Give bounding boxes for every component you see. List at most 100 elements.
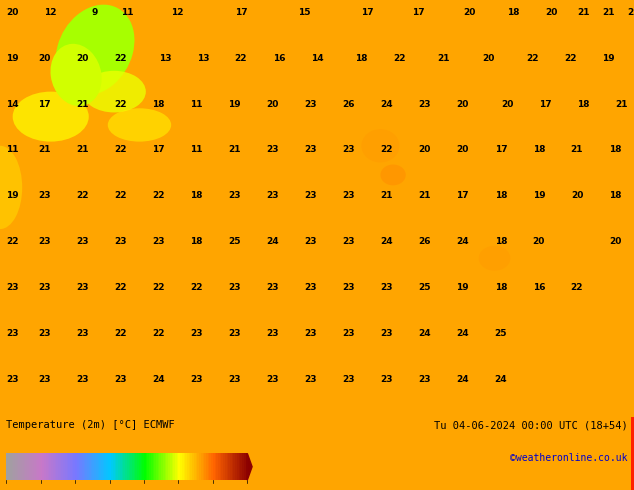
Text: 19: 19 bbox=[602, 54, 615, 63]
Bar bbox=[211, 453, 213, 480]
Text: 23: 23 bbox=[228, 329, 241, 338]
Bar bbox=[166, 453, 168, 480]
Text: 17: 17 bbox=[456, 191, 469, 200]
Text: 18: 18 bbox=[507, 8, 520, 17]
Text: 22: 22 bbox=[235, 54, 247, 63]
Bar bbox=[240, 453, 242, 480]
Text: 13: 13 bbox=[197, 54, 209, 63]
Text: 11: 11 bbox=[6, 146, 19, 154]
Bar bbox=[161, 453, 163, 480]
Text: 22: 22 bbox=[114, 54, 127, 63]
Bar bbox=[156, 453, 158, 480]
Bar bbox=[93, 453, 94, 480]
Bar bbox=[146, 453, 148, 480]
Bar bbox=[30, 453, 32, 480]
Bar bbox=[10, 453, 11, 480]
Text: 22: 22 bbox=[393, 54, 406, 63]
Bar bbox=[631, 416, 634, 490]
Bar bbox=[112, 453, 113, 480]
Bar bbox=[192, 453, 194, 480]
Text: 20: 20 bbox=[456, 99, 469, 109]
Bar bbox=[91, 453, 93, 480]
Bar bbox=[153, 453, 154, 480]
Text: 20: 20 bbox=[266, 99, 279, 109]
Text: 24: 24 bbox=[152, 374, 165, 384]
Bar bbox=[154, 453, 156, 480]
Bar bbox=[8, 453, 10, 480]
Text: 22: 22 bbox=[152, 329, 165, 338]
Text: 11: 11 bbox=[120, 8, 133, 17]
Bar bbox=[245, 453, 247, 480]
Bar bbox=[244, 453, 245, 480]
Bar bbox=[37, 453, 39, 480]
Bar bbox=[86, 453, 87, 480]
Text: 17: 17 bbox=[235, 8, 247, 17]
Text: 23: 23 bbox=[38, 191, 51, 200]
Bar bbox=[39, 453, 41, 480]
Bar bbox=[124, 453, 125, 480]
Bar bbox=[113, 453, 115, 480]
Text: 15: 15 bbox=[298, 8, 311, 17]
Bar bbox=[204, 453, 206, 480]
Bar bbox=[189, 453, 190, 480]
Bar bbox=[201, 453, 202, 480]
Text: Tu 04-06-2024 00:00 UTC (18+54): Tu 04-06-2024 00:00 UTC (18+54) bbox=[434, 420, 628, 430]
Text: 19: 19 bbox=[456, 283, 469, 292]
Bar bbox=[206, 453, 208, 480]
Bar bbox=[58, 453, 60, 480]
Bar bbox=[209, 453, 211, 480]
Bar bbox=[15, 453, 16, 480]
Text: 12: 12 bbox=[44, 8, 57, 17]
Text: 9: 9 bbox=[92, 8, 98, 17]
Bar bbox=[22, 453, 23, 480]
Bar bbox=[77, 453, 79, 480]
Bar bbox=[20, 453, 22, 480]
Text: 18: 18 bbox=[495, 191, 507, 200]
Text: 18: 18 bbox=[190, 191, 203, 200]
Text: 23: 23 bbox=[38, 374, 51, 384]
Text: 22: 22 bbox=[571, 283, 583, 292]
Bar bbox=[177, 453, 178, 480]
Text: 25: 25 bbox=[228, 237, 241, 246]
Bar bbox=[53, 453, 55, 480]
Bar bbox=[115, 453, 117, 480]
Text: 20: 20 bbox=[76, 54, 89, 63]
Text: 23: 23 bbox=[380, 374, 393, 384]
Bar bbox=[67, 453, 68, 480]
Bar bbox=[46, 453, 48, 480]
Bar bbox=[89, 453, 91, 480]
Bar bbox=[84, 453, 86, 480]
Text: 21: 21 bbox=[615, 99, 628, 109]
Bar bbox=[173, 453, 175, 480]
Bar bbox=[16, 453, 18, 480]
Text: 12: 12 bbox=[171, 8, 184, 17]
Text: 13: 13 bbox=[158, 54, 171, 63]
Bar bbox=[61, 453, 63, 480]
Bar bbox=[51, 453, 53, 480]
Bar bbox=[235, 453, 237, 480]
Bar bbox=[223, 453, 225, 480]
Bar bbox=[6, 453, 8, 480]
Text: 20: 20 bbox=[545, 8, 558, 17]
Bar bbox=[225, 453, 226, 480]
Polygon shape bbox=[247, 453, 252, 480]
Text: 21: 21 bbox=[228, 146, 241, 154]
Text: 26: 26 bbox=[342, 99, 355, 109]
Bar bbox=[108, 453, 110, 480]
Bar bbox=[130, 453, 132, 480]
Bar bbox=[180, 453, 182, 480]
Text: 17: 17 bbox=[495, 146, 507, 154]
Text: 16: 16 bbox=[273, 54, 285, 63]
Text: 23: 23 bbox=[38, 329, 51, 338]
Text: 23: 23 bbox=[76, 283, 89, 292]
Bar bbox=[70, 453, 72, 480]
Text: 23: 23 bbox=[304, 146, 317, 154]
Text: 18: 18 bbox=[609, 191, 621, 200]
Text: 21: 21 bbox=[628, 8, 634, 17]
Text: 18: 18 bbox=[577, 99, 590, 109]
Bar bbox=[81, 453, 82, 480]
Bar bbox=[168, 453, 170, 480]
Ellipse shape bbox=[51, 44, 101, 106]
Text: 19: 19 bbox=[6, 54, 19, 63]
Text: 20: 20 bbox=[456, 146, 469, 154]
